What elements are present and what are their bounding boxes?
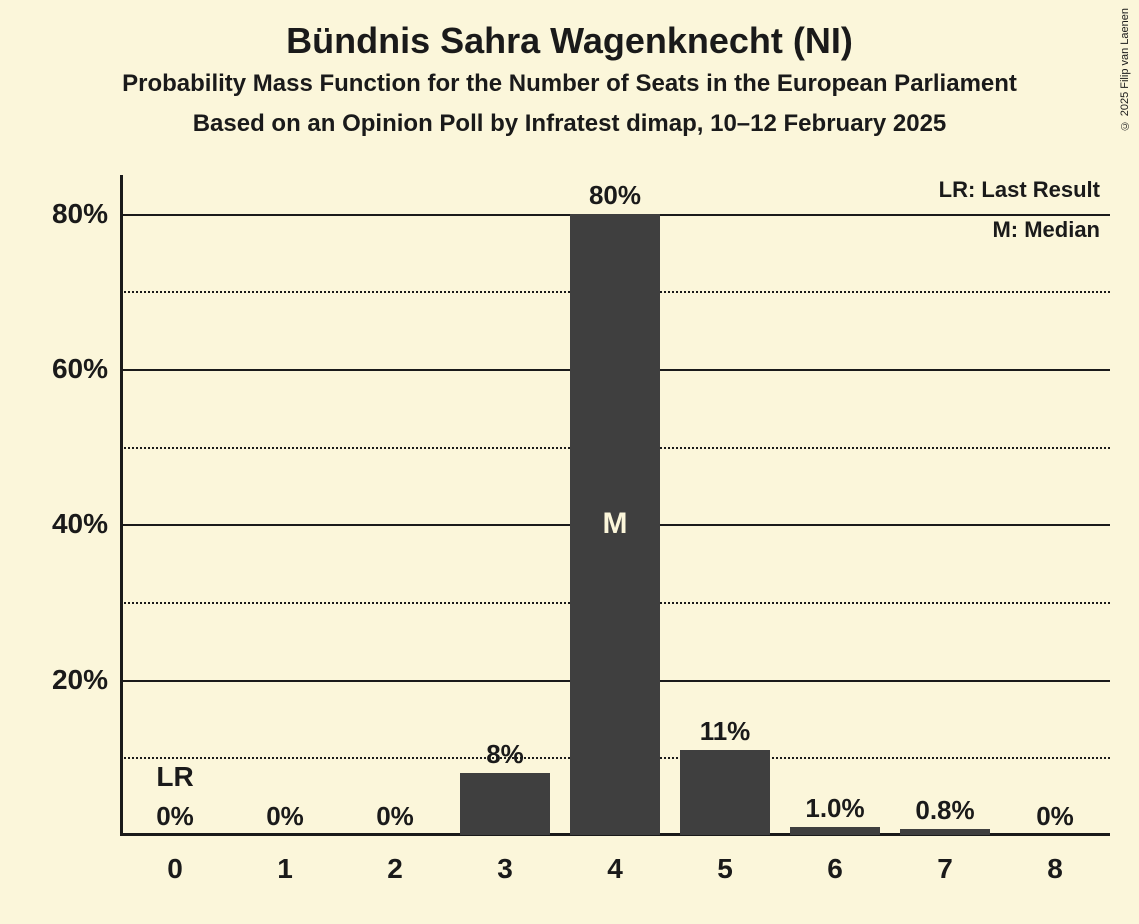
bar-value-label: 11% <box>700 716 751 747</box>
bar-value-label: 0.8% <box>915 795 974 826</box>
legend-last-result: LR: Last Result <box>939 177 1100 203</box>
bar <box>460 773 550 835</box>
x-tick-label: 3 <box>497 853 513 885</box>
bar-value-label: 0% <box>266 801 304 832</box>
bar-value-label: 8% <box>486 739 524 770</box>
x-tick-label: 1 <box>277 853 293 885</box>
x-tick-label: 0 <box>167 853 183 885</box>
chart-title: Bündnis Sahra Wagenknecht (NI) <box>0 20 1139 62</box>
x-tick-label: 7 <box>937 853 953 885</box>
x-tick-label: 8 <box>1047 853 1063 885</box>
plot-area: LR: Last Result M: Median 20%40%60%80%00… <box>120 175 1110 835</box>
bar-value-label: 0% <box>156 801 194 832</box>
median-marker: M <box>603 507 628 541</box>
chart-subtitle-2: Based on an Opinion Poll by Infratest di… <box>0 110 1139 138</box>
bar <box>680 750 770 835</box>
x-tick-label: 5 <box>717 853 733 885</box>
last-result-marker: LR <box>156 761 193 793</box>
x-tick-label: 4 <box>607 853 623 885</box>
y-tick-label: 20% <box>52 664 108 696</box>
chart-container: Bündnis Sahra Wagenknecht (NI) Probabili… <box>0 0 1139 924</box>
x-tick-label: 2 <box>387 853 403 885</box>
bar-value-label: 1.0% <box>805 793 864 824</box>
bar-value-label: 0% <box>1036 801 1074 832</box>
chart-subtitle-1: Probability Mass Function for the Number… <box>0 70 1139 98</box>
copyright-text: © 2025 Filip van Laenen <box>1119 8 1131 131</box>
bar-value-label: 80% <box>589 180 641 211</box>
y-tick-label: 40% <box>52 508 108 540</box>
legend-median: M: Median <box>992 217 1100 243</box>
y-tick-label: 80% <box>52 198 108 230</box>
bar-value-label: 0% <box>376 801 414 832</box>
y-tick-label: 60% <box>52 353 108 385</box>
x-tick-label: 6 <box>827 853 843 885</box>
y-axis <box>120 175 123 835</box>
bar <box>790 827 880 835</box>
bar <box>900 829 990 835</box>
